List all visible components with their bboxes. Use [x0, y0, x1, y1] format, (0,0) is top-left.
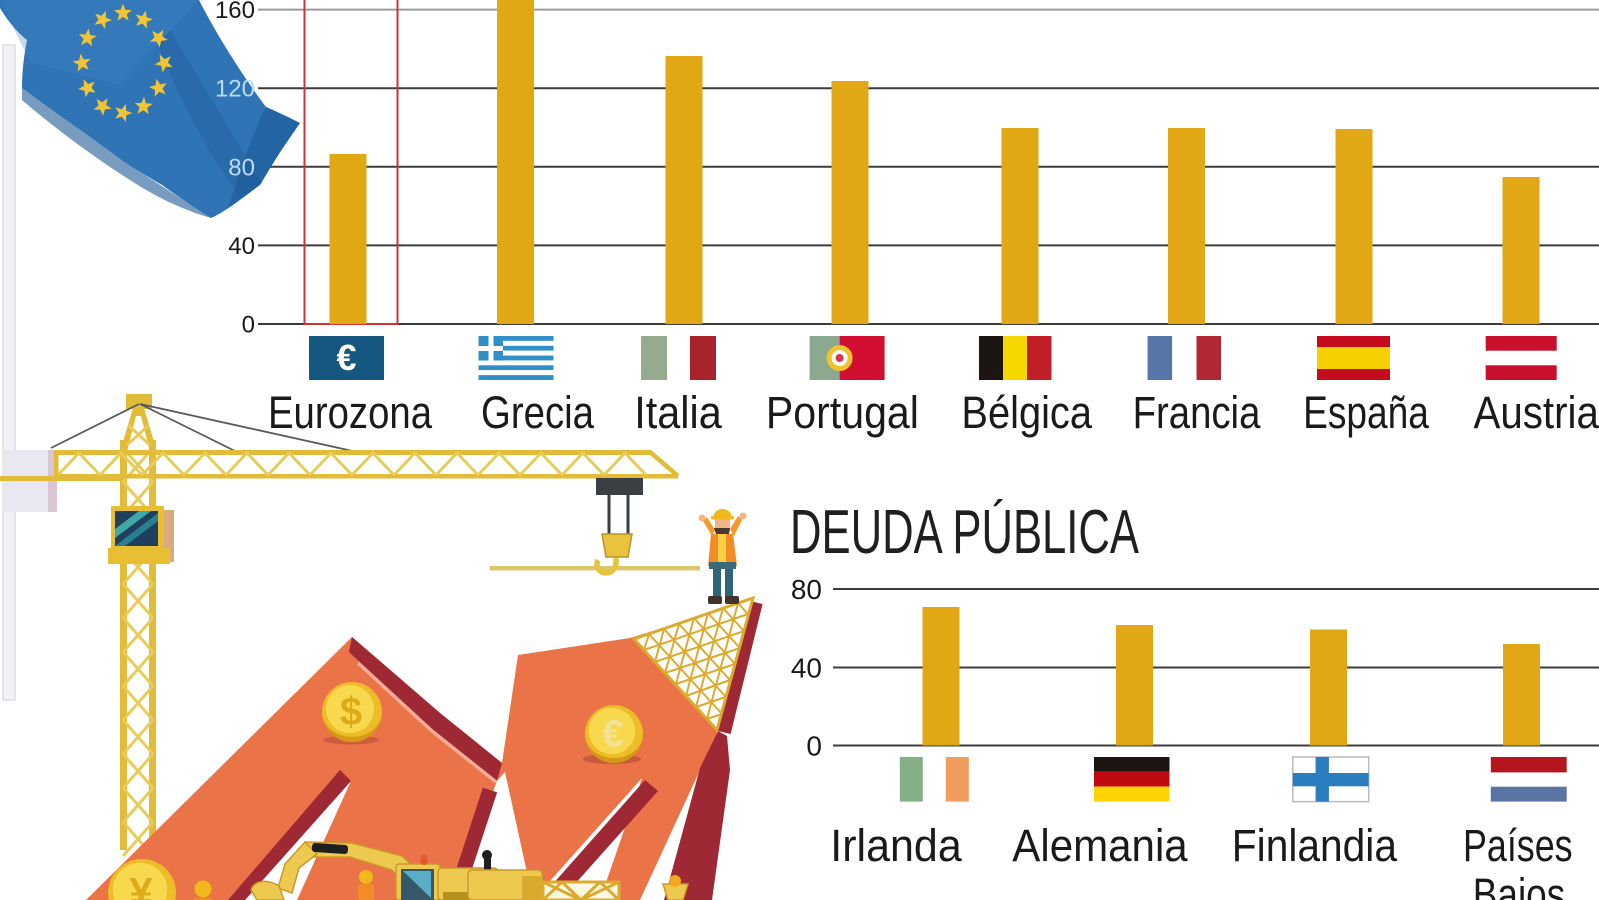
svg-text:40: 40 [791, 653, 822, 684]
svg-text:Finlandia: Finlandia [1232, 820, 1398, 871]
svg-text:160: 160 [215, 0, 255, 24]
svg-text:Francia: Francia [1133, 387, 1262, 438]
svg-text:Austria: Austria [1474, 387, 1599, 438]
svg-text:40: 40 [228, 233, 255, 260]
svg-text:Países: Países [1463, 820, 1573, 871]
svg-text:€: € [336, 337, 356, 378]
svg-text:DEUDA PÚBLICA: DEUDA PÚBLICA [790, 498, 1139, 567]
svg-text:Grecia: Grecia [481, 387, 595, 438]
svg-text:€: € [602, 714, 623, 756]
svg-text:80: 80 [791, 574, 822, 605]
svg-text:España: España [1303, 387, 1430, 438]
svg-text:0: 0 [242, 312, 255, 339]
svg-text:Bajos: Bajos [1473, 869, 1566, 900]
svg-text:80: 80 [228, 154, 255, 181]
svg-text:¥: ¥ [129, 869, 153, 900]
svg-text:Alemania: Alemania [1012, 820, 1188, 871]
svg-text:Italia: Italia [634, 387, 722, 438]
svg-text:Bélgica: Bélgica [961, 387, 1092, 438]
svg-text:Irlanda: Irlanda [830, 820, 962, 871]
svg-text:Eurozona: Eurozona [268, 387, 433, 438]
svg-text:0: 0 [806, 731, 822, 762]
svg-text:$: $ [340, 690, 362, 734]
svg-text:120: 120 [215, 76, 255, 103]
svg-text:Portugal: Portugal [766, 387, 919, 438]
